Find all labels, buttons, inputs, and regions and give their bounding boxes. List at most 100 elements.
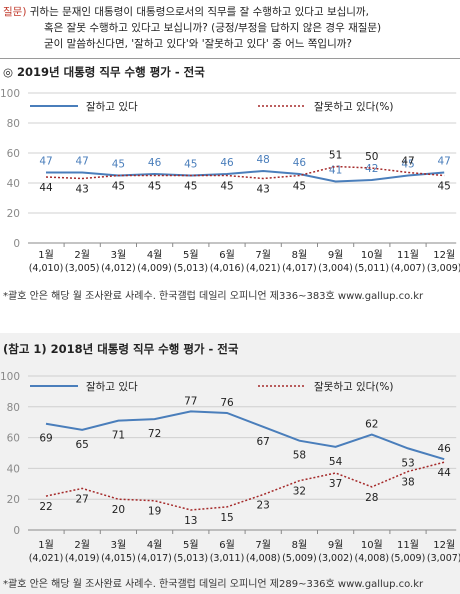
question-line-1: 질문) 귀하는 문재인 대통령이 대통령으로서의 직무를 잘 수행하고 있다고 …	[3, 4, 369, 20]
data-label-negative: 45	[112, 181, 125, 193]
x-tick-label: 3월	[111, 249, 127, 261]
x-tick-label: 6월	[219, 249, 235, 261]
data-label-negative: 27	[76, 493, 89, 505]
sample-size-label: (4,021)	[29, 553, 64, 564]
legend-positive-label: 잘하고 있다	[86, 380, 138, 393]
data-label-negative: 37	[329, 478, 342, 490]
chart-2019-title: ◎ 2019년 대통령 직무 수행 평가 - 전국	[3, 65, 205, 79]
x-tick-label: 2월	[74, 539, 90, 551]
sample-size-label: (4,009)	[137, 263, 172, 274]
x-tick-label: 12월	[433, 539, 455, 551]
data-label-negative: 28	[365, 492, 378, 504]
sample-size-label: (4,017)	[137, 553, 172, 564]
series-line-negative	[45, 165, 445, 180]
data-label-negative: 47	[401, 156, 414, 168]
x-tick-label: 5월	[183, 249, 199, 261]
chart-2018: 0 20 40 60 80 100 1월 (4,021) 2월 (4,019) 3월 (4,015) 4…	[0, 371, 460, 564]
y-tick-label: 40	[7, 463, 20, 475]
y-tick-label: 0	[13, 525, 20, 537]
sample-size-label: (4,021)	[246, 263, 281, 274]
sample-size-label: (4,017)	[282, 263, 317, 274]
x-tick-label: 10월	[361, 539, 383, 551]
y-tick-label: 20	[7, 494, 20, 506]
y-tick-label: 100	[0, 371, 20, 383]
data-label-positive: 48	[257, 154, 270, 166]
x-tick-label: 6월	[219, 539, 235, 551]
x-tick-label: 7월	[255, 249, 271, 261]
series-line-positive	[45, 410, 445, 461]
data-label-negative: 45	[220, 181, 233, 193]
data-label-negative: 51	[329, 150, 342, 162]
data-label-positive: 46	[293, 157, 307, 169]
y-tick-label: 40	[7, 178, 20, 190]
x-tick-label: 11월	[397, 539, 419, 551]
legend-negative-label: 잘못하고 있다(%)	[314, 380, 393, 393]
y-tick-label: 20	[7, 208, 20, 220]
data-label-negative: 50	[365, 151, 378, 163]
sample-size-label: (3,009)	[427, 263, 460, 274]
x-tick-label: 12월	[433, 249, 455, 261]
series-line-positive	[46, 169, 445, 183]
sample-size-label: (3,005)	[65, 263, 100, 274]
data-label-positive: 65	[76, 439, 89, 451]
data-label-positive: 54	[329, 456, 343, 468]
question-line-2: 혹은 잘못 수행하고 있다고 보십니까? (긍정/부정을 답하지 않은 경우 재…	[44, 22, 382, 34]
sample-size-label: (5,009)	[282, 553, 317, 564]
data-label-negative: 45	[293, 181, 306, 193]
data-label-negative: 43	[76, 184, 89, 196]
data-label-negative: 13	[184, 515, 197, 527]
sample-size-label: (4,019)	[65, 553, 100, 564]
data-label-negative: 22	[39, 501, 52, 513]
chart-2018-title: (참고 1) 2018년 대통령 직무 수행 평가 - 전국	[3, 342, 239, 356]
sample-size-label: (3,011)	[210, 553, 245, 564]
legend-positive-label: 잘하고 있다	[86, 100, 138, 113]
sample-size-label: (5,013)	[173, 263, 208, 274]
data-label-positive: 69	[39, 433, 52, 445]
x-tick-label: 9월	[328, 249, 344, 261]
x-tick-label: 2월	[74, 249, 90, 261]
data-label-negative: 45	[184, 181, 197, 193]
chart-2019: 0 20 40 60 80 100 1월 (4,010) 2월 (3,005) 3월 (4,012) 4…	[0, 88, 460, 274]
data-label-positive: 45	[401, 159, 414, 171]
sample-size-label: (4,012)	[101, 263, 136, 274]
data-label-positive: 41	[329, 165, 342, 177]
x-tick-label: 1월	[38, 539, 54, 551]
question-text-1: 귀하는 문재인 대통령이 대통령으로서의 직무를 잘 수행하고 있다고 보십니까…	[26, 6, 369, 18]
y-tick-label: 80	[7, 118, 20, 130]
x-tick-label: 9월	[328, 539, 344, 551]
x-tick-label: 8월	[292, 539, 308, 551]
x-tick-label: 5월	[183, 539, 199, 551]
x-tick-label: 4월	[147, 249, 163, 261]
chart-2019-footnote: *괄호 안은 해당 월 조사완료 사례수. 한국갤럽 데일리 오피니언 제336…	[3, 291, 424, 302]
sample-size-label: (4,015)	[101, 553, 136, 564]
x-tick-label: 10월	[361, 249, 383, 261]
chart-2018-footnote: *괄호 안은 해당 월 조사완료 사례수. 한국갤럽 데일리 오피니언 제289…	[3, 579, 424, 590]
sample-size-label: (3,002)	[318, 553, 353, 564]
y-tick-label: 100	[0, 88, 20, 100]
x-tick-label: 4월	[147, 539, 163, 551]
sample-size-label: (4,007)	[391, 263, 426, 274]
data-label-positive: 77	[184, 395, 197, 407]
data-label-positive: 47	[76, 156, 89, 168]
legend-negative-label: 잘못하고 있다(%)	[314, 100, 393, 113]
y-tick-label: 60	[7, 433, 20, 445]
sample-size-label: (5,013)	[173, 553, 208, 564]
data-label-negative: 45	[438, 181, 451, 193]
data-label-positive: 46	[148, 157, 162, 169]
sample-size-label: (4,008)	[354, 553, 389, 564]
data-label-positive: 46	[220, 157, 234, 169]
data-label-positive: 42	[365, 163, 378, 175]
divider	[0, 58, 460, 59]
data-label-positive: 45	[112, 159, 125, 171]
data-label-negative: 44	[438, 467, 452, 479]
x-tick-label: 3월	[111, 539, 127, 551]
data-label-negative: 19	[148, 506, 161, 518]
data-label-positive: 46	[438, 443, 452, 455]
data-label-negative: 43	[257, 184, 270, 196]
x-tick-label: 7월	[255, 539, 271, 551]
data-label-positive: 53	[401, 457, 414, 469]
y-tick-label: 0	[13, 238, 20, 250]
data-label-positive: 72	[148, 428, 161, 440]
data-label-negative: 20	[112, 504, 125, 516]
data-label-negative: 45	[148, 181, 161, 193]
